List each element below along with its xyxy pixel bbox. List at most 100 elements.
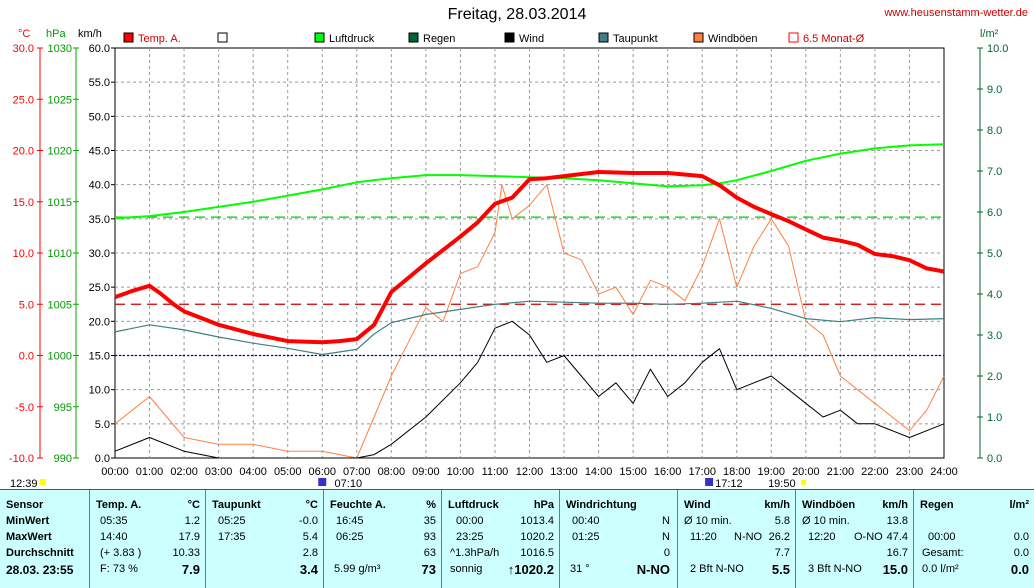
pressure-tick-label: 1005	[48, 299, 72, 311]
wind-direction-header: Windrichtung	[566, 499, 637, 511]
rain-tick-label: 6.0	[987, 207, 1002, 219]
dusk-label: 17:12	[715, 478, 743, 489]
wind-header: Wind	[684, 499, 711, 511]
x-tick-label: 04:00	[239, 466, 267, 478]
rain-foot-extra: 0.0 l/m²	[922, 563, 959, 575]
legend-label: 6.5 Monat-Ø	[803, 33, 865, 45]
humidity-avg-val: 63	[423, 547, 436, 559]
x-tick-label: 02:00	[170, 466, 198, 478]
temp-foot-val: 7.9	[181, 562, 200, 577]
legend-swatch	[123, 32, 134, 43]
wind-tick-label: 20.0	[89, 316, 110, 328]
x-tick-label: 01:00	[136, 466, 164, 478]
temp-tick-label: 15.0	[13, 197, 34, 209]
rain-unit: l/m²	[1009, 499, 1029, 511]
temp-column: Temp. A. °C 05:35 1.2 14:40 17.9 (+ 3.83…	[89, 490, 206, 588]
wind-tick-label: 45.0	[89, 146, 110, 158]
rain-tick-label: 7.0	[987, 166, 1002, 178]
website-label[interactable]: www.heusenstamm-wetter.de	[884, 7, 1028, 19]
dew-min-time: 05:25	[218, 515, 246, 527]
x-tick-label: 13:00	[550, 466, 578, 478]
rain-tick-label: 1.0	[987, 412, 1002, 424]
wind-max-time: 11:20	[690, 531, 717, 543]
temp-unit: °C	[187, 499, 200, 511]
pressure-max-val: 1020.2	[520, 531, 554, 543]
rain-total-val: 0.0	[1013, 547, 1029, 559]
x-tick-label: 00:00	[101, 466, 129, 478]
x-tick-label: 11:00	[482, 466, 509, 478]
temp-tick-label: 0.0	[19, 351, 34, 363]
x-tick-label: 18:00	[723, 466, 751, 478]
humidity-foot-extra: 5.99 g/m³	[334, 563, 381, 575]
wdir-min-time: 00:40	[572, 515, 600, 527]
dewpoint-series-line	[114, 300, 945, 356]
rain-header: Regen	[920, 499, 954, 511]
pressure-foot-val: ↑1020.2	[507, 562, 554, 577]
pressure-min-time: 00:00	[456, 515, 484, 527]
wdir-foot-val: N-NO	[636, 562, 670, 577]
temp-tick-label: 5.0	[19, 299, 34, 311]
pressure-tick-label: 1010	[48, 248, 72, 260]
legend-swatch	[788, 32, 799, 43]
x-tick-label: 22:00	[861, 466, 889, 478]
gust-beaufort: 3 Bft N-NO	[808, 563, 862, 575]
temp-max-time: 14:40	[100, 531, 128, 543]
humidity-max-val: 93	[423, 531, 436, 543]
humidity-max-time: 06:25	[336, 531, 364, 543]
pressure-unit: hPa	[533, 499, 554, 511]
dew-column: Taupunkt °C 05:25 -0.0 17:35 5.4 2.8 3.4	[205, 490, 324, 588]
sunset-label: 19:50	[768, 478, 796, 489]
rain-tick-label: 8.0	[987, 125, 1002, 137]
gust-max-dir: O-NO	[854, 531, 883, 543]
legend-swatch	[408, 32, 419, 43]
dew-min-val: -0.0	[299, 515, 318, 527]
rain-tick-label: 2.0	[987, 371, 1002, 383]
gust-foot-val: 15.0	[882, 562, 908, 577]
wind-max-dir: N-NO	[734, 531, 763, 543]
x-tick-label: 07:00	[343, 466, 371, 478]
humidity-foot-val: 73	[421, 562, 436, 577]
legend-label: Temp. A.	[138, 33, 181, 45]
statistics-table: Sensor MinWert MaxWert Durchschnitt 28.0…	[0, 489, 1034, 588]
date-label: 28.03. 23:55	[6, 563, 74, 577]
wind-tick-label: 15.0	[89, 351, 110, 363]
x-tick-label: 20:00	[792, 466, 820, 478]
pressure-max-time: 23:25	[456, 531, 484, 543]
wind-tick-label: 10.0	[89, 385, 110, 397]
temp-tick-label: 30.0	[13, 43, 34, 55]
humidity-min-val: 35	[423, 515, 436, 527]
rain-max-time: 00:00	[928, 531, 956, 543]
pressure-tick-label: 1025	[48, 94, 72, 106]
gust-unit: km/h	[882, 499, 908, 511]
left-time-label: 12:39	[10, 478, 38, 489]
x-tick-label: 12:00	[516, 466, 544, 478]
wind-tick-label: 0.0	[95, 453, 110, 465]
wind-unit: km/h	[764, 499, 790, 511]
pressure-tick-label: 1030	[48, 43, 72, 55]
gust-max-time: 12:20	[808, 531, 836, 543]
temp-tick-label: -5.0	[15, 402, 34, 414]
max-row-label: MaxWert	[6, 531, 52, 543]
forecast-label: sonnig	[450, 563, 483, 575]
pressure-min-val: 1013.4	[520, 515, 554, 527]
legend-label: Luftdruck	[329, 33, 375, 45]
sunset-sun-marker	[801, 480, 807, 485]
wdir-avg-val: 0	[663, 547, 670, 559]
gust-avg-val: 16.7	[886, 547, 908, 559]
x-tick-label: 09:00	[412, 466, 440, 478]
wdir-degrees: 31 °	[570, 563, 590, 575]
x-tick-label: 19:00	[758, 466, 786, 478]
sensor-header: Sensor	[6, 499, 44, 511]
pressure-tick-label: 990	[54, 453, 72, 465]
pressure-trend: ^1.3hPa/h	[450, 547, 500, 559]
x-tick-label: 21:00	[827, 466, 855, 478]
sunset-icon	[705, 478, 714, 486]
pressure-header: Luftdruck	[448, 499, 499, 511]
wind-tick-label: 25.0	[89, 282, 110, 294]
x-tick-label: 24:00	[930, 466, 958, 478]
temp-max-val: 17.9	[178, 531, 200, 543]
temp-min-val: 1.2	[184, 515, 200, 527]
dew-unit: °C	[305, 499, 318, 511]
temp-header: Temp. A.	[96, 499, 142, 511]
gust-header: Windböen	[802, 499, 856, 511]
